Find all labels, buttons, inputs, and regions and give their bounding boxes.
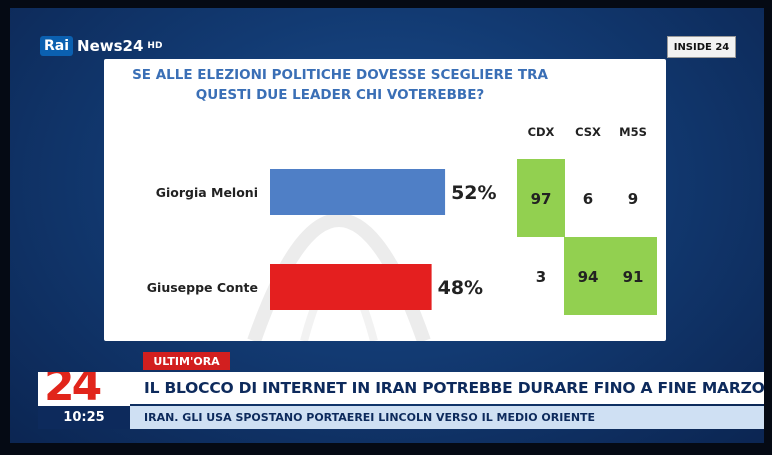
logo-hd-suffix: HD (147, 41, 163, 51)
program-badge: INSIDE 24 (667, 36, 736, 58)
breakdown-highlight-cell (517, 159, 565, 237)
channel-number: 24 (44, 372, 102, 406)
breakdown-value: 97 (531, 190, 552, 208)
letterbox-bottom (0, 443, 772, 455)
breakdown-value: 6 (583, 190, 593, 208)
breakdown-highlight-cell (564, 237, 612, 315)
breakdown-column-header: CSX (575, 125, 601, 139)
poll-chart: SE ALLE ELEZIONI POLITICHE DOVESSE SCEGL… (132, 67, 657, 341)
channel-number-box: 24 (38, 372, 130, 406)
letterbox-right (764, 0, 772, 455)
category-label: Giuseppe Conte (147, 280, 258, 295)
bar-conte (270, 264, 432, 310)
clock: 10:25 (38, 406, 130, 429)
value-label: 48% (438, 277, 483, 299)
ticker-subline-bar: IRAN. GLI USA SPOSTANO PORTAEREI LINCOLN… (130, 406, 764, 429)
letterbox-left (0, 0, 10, 455)
ticker-headline-bar: IL BLOCCO DI INTERNET IN IRAN POTREBBE D… (130, 372, 765, 404)
chart-title-line-2: QUESTI DUE LEADER CHI VOTEREBBE? (196, 87, 485, 103)
chart-title-line-1: SE ALLE ELEZIONI POLITICHE DOVESSE SCEGL… (132, 67, 548, 83)
logo-brand: Rai (40, 36, 74, 56)
breakdown-column-header: CDX (528, 125, 555, 139)
breaking-news-tag: ULTIM'ORA (143, 352, 230, 370)
breakdown-column-header: M5S (619, 125, 647, 139)
breakdown-table: CDX CSX M5S 97 6 9 3 94 91 (517, 125, 657, 315)
value-label: 52% (451, 182, 496, 204)
breakdown-value: 3 (536, 268, 546, 286)
breakdown-value: 94 (578, 268, 599, 286)
bars-layer: Giorgia Meloni 52% Giuseppe Conte 48% (147, 169, 497, 310)
logo-channel-name: News24 (77, 37, 144, 55)
poll-chart-panel: SE ALLE ELEZIONI POLITICHE DOVESSE SCEGL… (104, 59, 666, 341)
letterbox-top (0, 0, 772, 8)
bar-meloni (270, 169, 446, 215)
breakdown-highlight-cell (609, 237, 657, 315)
ticker-headline: IL BLOCCO DI INTERNET IN IRAN POTREBBE D… (144, 379, 765, 397)
channel-logo: Rai News24 HD (40, 34, 162, 58)
breakdown-value: 91 (623, 268, 644, 286)
category-label: Giorgia Meloni (156, 185, 258, 200)
breakdown-value: 9 (628, 190, 638, 208)
ticker-subline: IRAN. GLI USA SPOSTANO PORTAEREI LINCOLN… (144, 411, 596, 424)
